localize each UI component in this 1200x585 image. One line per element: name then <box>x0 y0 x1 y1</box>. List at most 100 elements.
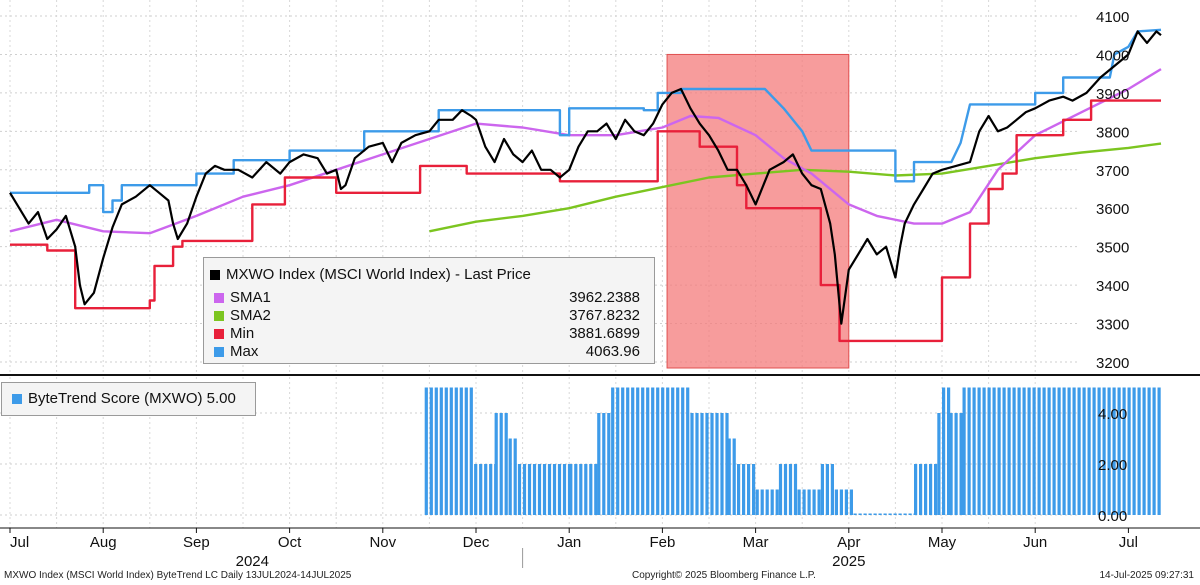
score-bar <box>695 413 699 515</box>
score-bar <box>646 387 650 515</box>
footer-left: MXWO Index (MSCI World Index) ByteTrend … <box>4 570 352 581</box>
x-tick-label: Oct <box>278 534 302 551</box>
score-bar <box>919 464 923 515</box>
year-label: 2025 <box>832 553 865 570</box>
score-bar <box>1027 387 1031 515</box>
score-bar <box>594 464 598 515</box>
series-line-sma1 <box>9 68 1162 235</box>
score-bar <box>844 489 848 515</box>
score-bar <box>690 413 694 515</box>
score-bar <box>1037 387 1041 515</box>
score-bar <box>479 464 483 515</box>
score-bar <box>1122 387 1126 515</box>
score-bar <box>537 464 542 515</box>
score-bar <box>661 387 665 515</box>
legend-row-min: Min 3881.6899 <box>204 325 654 343</box>
score-bar <box>812 489 816 515</box>
score-bar <box>547 464 552 515</box>
score-bar <box>656 387 660 515</box>
score-bar <box>464 387 468 515</box>
score-bar <box>883 513 887 515</box>
legend-name: Max <box>230 343 259 360</box>
score-bar <box>626 387 630 515</box>
score-bar <box>589 464 593 515</box>
score-bar <box>924 464 928 515</box>
score-bar <box>705 413 709 515</box>
footer-center: Copyright© 2025 Bloomberg Finance L.P. <box>632 570 816 581</box>
x-tick-label: Sep <box>183 534 210 551</box>
score-bar <box>562 464 567 515</box>
score-bar <box>517 464 522 515</box>
score-bar <box>742 464 746 515</box>
score-bar <box>1042 387 1046 515</box>
x-tick-label: Dec <box>463 534 490 551</box>
price-swatch <box>210 270 220 280</box>
score-bar <box>602 413 606 515</box>
y-tick-label: 3700 <box>1096 163 1129 180</box>
score-bar <box>947 387 951 515</box>
score-bar <box>424 387 428 515</box>
legend-value: 4063.96 <box>585 343 640 360</box>
x-tick-label: Mar <box>743 534 769 551</box>
score-bar <box>449 387 453 515</box>
x-tick-label: Jan <box>557 534 581 551</box>
score-bar <box>997 387 1001 515</box>
x-tick-label: Jul <box>1119 534 1138 551</box>
score-bar <box>631 387 635 515</box>
score-bar <box>873 513 877 515</box>
score-bar <box>1157 387 1161 515</box>
score-bar <box>793 464 798 515</box>
series-line-min <box>10 99 1161 343</box>
sma1-swatch <box>214 293 224 303</box>
x-tick-label: May <box>928 534 957 551</box>
score-bar <box>954 413 958 515</box>
score-bar <box>459 387 463 515</box>
score-bar <box>484 464 488 515</box>
legend-title-row: MXWO Index (MSCI World Index) - Last Pri… <box>210 266 531 283</box>
score-bar <box>853 513 857 515</box>
legend-name: SMA1 <box>230 289 271 306</box>
score-bar <box>770 489 774 515</box>
y-tick-label: 3500 <box>1096 240 1129 257</box>
max-swatch <box>214 347 224 357</box>
highlight-layer <box>666 53 850 369</box>
score-bar <box>532 464 537 515</box>
score-bar <box>834 489 838 515</box>
score-bar <box>1132 387 1136 515</box>
score-bar <box>597 413 601 515</box>
x-axis: Jul Aug Sep Oct Nov Dec Jan Feb Mar Apr May Jun Jul 2… <box>0 527 1200 570</box>
score-bar <box>1057 387 1061 515</box>
score-y-axis: 0.00 2.00 4.00 <box>1098 406 1127 525</box>
score-bar <box>651 387 655 515</box>
score-bar <box>987 387 991 515</box>
x-tick-label: Feb <box>649 534 675 551</box>
score-bar <box>671 387 675 515</box>
y-tick-label: 3200 <box>1096 355 1129 372</box>
score-bar <box>1097 387 1101 515</box>
score-bar <box>584 464 588 515</box>
score-bar <box>552 464 557 515</box>
legend-name: SMA2 <box>230 307 271 324</box>
highlight-region <box>666 53 850 369</box>
score-bar <box>686 387 690 515</box>
score-bar <box>1107 387 1111 515</box>
score-bar <box>802 489 806 515</box>
score-bar <box>977 387 981 515</box>
y-tick-label: 4000 <box>1096 47 1129 64</box>
score-bar <box>1052 387 1056 515</box>
score-bar <box>839 489 843 515</box>
series-line-price <box>9 30 1162 325</box>
score-bar <box>1142 387 1146 515</box>
score-bar <box>934 464 938 515</box>
score-bar <box>489 464 493 515</box>
score-bar <box>616 387 620 515</box>
score-bar <box>1087 387 1091 515</box>
score-bar <box>666 387 670 515</box>
score-bar <box>962 387 966 515</box>
score-bar <box>972 387 976 515</box>
score-bar <box>720 413 724 515</box>
score-tick-label: 0.00 <box>1098 508 1127 525</box>
score-bar <box>888 513 892 515</box>
score-bar <box>755 489 759 515</box>
